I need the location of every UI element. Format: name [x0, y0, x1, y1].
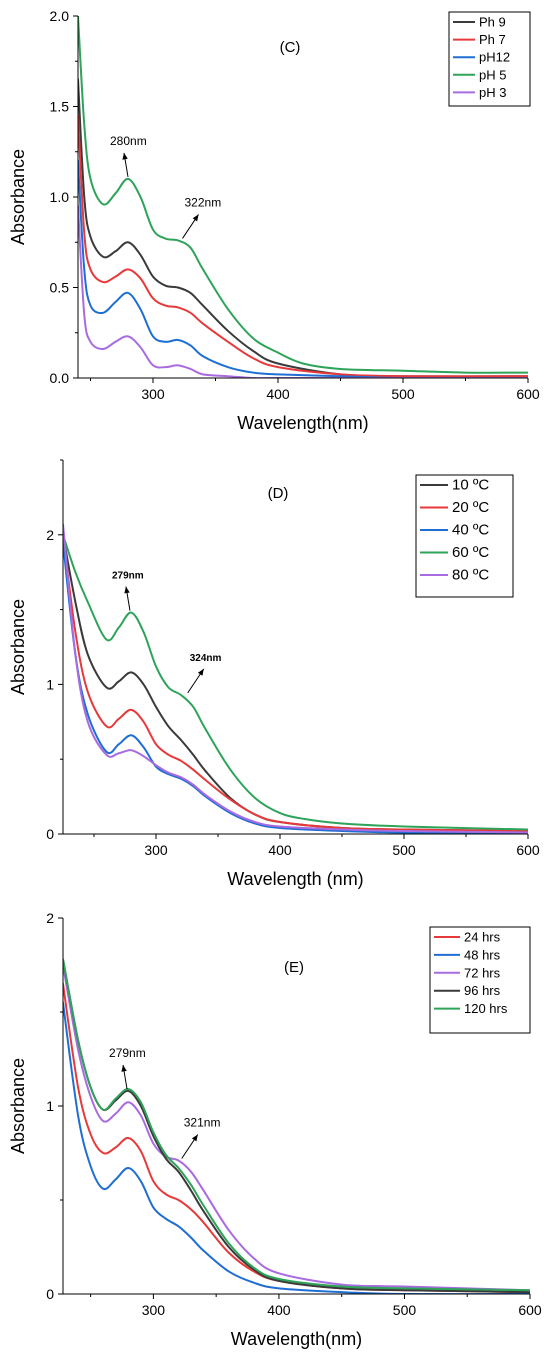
series-line-20-c: [63, 533, 528, 833]
series-line-60-c: [63, 533, 528, 831]
y-tick-label: 1: [46, 1098, 54, 1114]
legend-box: [448, 11, 531, 107]
annotation-arrowhead: [192, 214, 199, 222]
y-tick-label: 0.0: [50, 370, 70, 386]
series-line-ph-3: [78, 205, 528, 378]
legend: 10 ºC 20 ºC 40 ºC 60 ºC 80 ºC: [415, 474, 514, 598]
series-line-ph-9: [78, 78, 528, 378]
x-tick-label: 400: [266, 386, 290, 402]
y-tick-label: 2.0: [50, 8, 70, 24]
legend-box: [429, 926, 531, 1034]
annotation-arrowhead: [191, 1134, 198, 1142]
series-group: [63, 958, 530, 1294]
chart-panel-e: 300 400 500 600 0 1 2 Wavelength(nm) Absorbance (…: [8, 910, 542, 1349]
series-line-ph-7: [78, 114, 528, 378]
y-axis-title: Absorbance: [8, 599, 28, 695]
series-line-ph12: [78, 159, 528, 378]
y-tick-label: 1.0: [50, 189, 70, 205]
legend-label: 60 ºC: [452, 544, 489, 561]
x-tick-label: 500: [391, 386, 415, 402]
legend-label: 72 hrs: [464, 965, 501, 980]
x-tick-label: 300: [141, 386, 165, 402]
annotation-arrowhead: [122, 152, 128, 160]
legend-label: 80 ºC: [452, 567, 489, 584]
legend: Ph 9 Ph 7 pH12 pH 5 pH 3: [448, 11, 531, 107]
x-tick-label: 500: [392, 842, 416, 858]
panel-title: (C): [280, 39, 301, 56]
y-axis-title: Absorbance: [8, 1058, 28, 1154]
legend-label: pH 3: [479, 85, 506, 100]
x-tick-label: 300: [142, 1302, 166, 1318]
legend-label: Ph 7: [479, 32, 506, 47]
legend: 24 hrs 48 hrs 72 hrs 96 hrs 120 hrs: [429, 926, 531, 1034]
legend-label: 20 ºC: [452, 499, 489, 516]
panel-title: (E): [284, 959, 304, 976]
x-axis-title: Wavelength(nm): [231, 1329, 362, 1349]
annotation-label: 279nm: [109, 1046, 146, 1060]
y-tick-label: 0.5: [50, 280, 70, 296]
x-tick-label: 500: [393, 1302, 417, 1318]
y-tick-label: 2: [46, 527, 54, 543]
series-line-72-hrs: [63, 964, 530, 1292]
x-axis-title: Wavelength(nm): [237, 413, 368, 433]
series-line-48-hrs: [63, 1001, 530, 1294]
legend-label: pH12: [479, 50, 510, 65]
annotation-label: 279nm: [112, 571, 144, 582]
annotation-label: 321nm: [184, 1116, 221, 1130]
x-axis-title: Wavelength (nm): [227, 869, 363, 889]
series-group: [63, 523, 528, 834]
series-line-80-c: [63, 523, 528, 834]
annotation-label: 280nm: [110, 134, 147, 148]
annotation-label: 322nm: [185, 195, 222, 209]
series-line-120-hrs: [63, 958, 530, 1292]
x-tick-label: 400: [268, 842, 292, 858]
legend-label: 120 hrs: [464, 1001, 508, 1016]
annotation-arrowhead: [121, 1064, 127, 1072]
y-tick-label: 2: [46, 910, 54, 926]
chart-panel-d: 300 400 500 600 0 1 2 Wavelength (nm) Absorbance…: [8, 459, 540, 889]
series-group: [78, 16, 528, 378]
legend-label: 96 hrs: [464, 983, 501, 998]
legend-label: 10 ºC: [452, 477, 489, 494]
x-tick-label: 600: [518, 1302, 542, 1318]
x-tick-label: 600: [516, 842, 540, 858]
legend-label: 40 ºC: [452, 522, 489, 539]
legend-label: 24 hrs: [464, 930, 501, 945]
chart-panel-c: 300 400 500 600 0.0 0.5 1.0 1.5 2.0 Wavelength(nm…: [8, 8, 540, 433]
x-tick-label: 300: [144, 842, 168, 858]
y-tick-label: 1.5: [50, 99, 70, 115]
legend-box: [415, 474, 514, 598]
legend-label: Ph 9: [479, 15, 506, 30]
y-tick-label: 0: [46, 826, 54, 842]
y-axis-title: Absorbance: [8, 149, 28, 245]
x-tick-label: 400: [267, 1302, 291, 1318]
annotation-arrowhead: [197, 668, 204, 676]
legend-label: pH 5: [479, 67, 506, 82]
panel-title: (D): [268, 485, 289, 502]
y-tick-label: 0: [46, 1286, 54, 1302]
annotation-arrowhead: [124, 586, 130, 594]
x-tick-label: 600: [516, 386, 540, 402]
series-line-40-c: [63, 541, 528, 834]
y-tick-label: 1: [46, 676, 54, 692]
legend-label: 48 hrs: [464, 947, 501, 962]
annotation-label: 324nm: [190, 653, 222, 664]
series-line-ph-5: [78, 16, 528, 374]
